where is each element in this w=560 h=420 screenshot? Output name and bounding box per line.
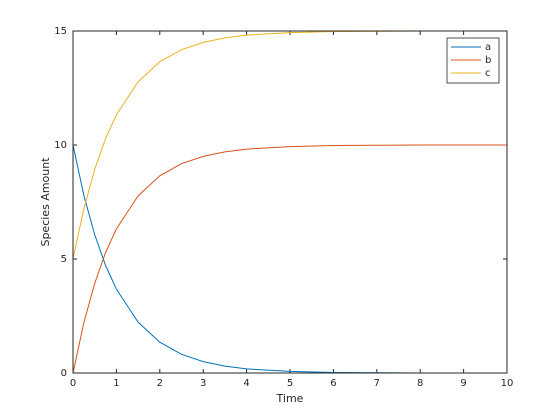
- x-tick-label: 1: [113, 378, 119, 389]
- series-line: [72, 144, 507, 374]
- x-tick-label: 7: [374, 378, 380, 389]
- y-tick-label: 10: [54, 140, 67, 151]
- plot-frame: [72, 30, 508, 374]
- x-tick-label: 8: [417, 378, 423, 389]
- x-tick-label: 5: [287, 378, 293, 389]
- y-tick-label: 0: [61, 368, 67, 379]
- x-tick-label: 2: [157, 378, 163, 389]
- x-tick-label: 10: [501, 378, 514, 389]
- legend-label: c: [485, 68, 491, 79]
- y-tick-label: 15: [54, 26, 67, 37]
- x-tick-label: 6: [330, 378, 336, 389]
- legend-label: a: [485, 42, 491, 53]
- y-tick-label: 5: [61, 254, 67, 265]
- x-tick-label: 3: [200, 378, 206, 389]
- x-tick-label: 0: [70, 378, 76, 389]
- x-tick-label: 9: [460, 378, 466, 389]
- legend-label: b: [485, 55, 491, 66]
- y-axis-label: Species Amount: [39, 157, 52, 247]
- x-axis-label: Time: [276, 392, 304, 405]
- x-tick-label: 4: [243, 378, 249, 389]
